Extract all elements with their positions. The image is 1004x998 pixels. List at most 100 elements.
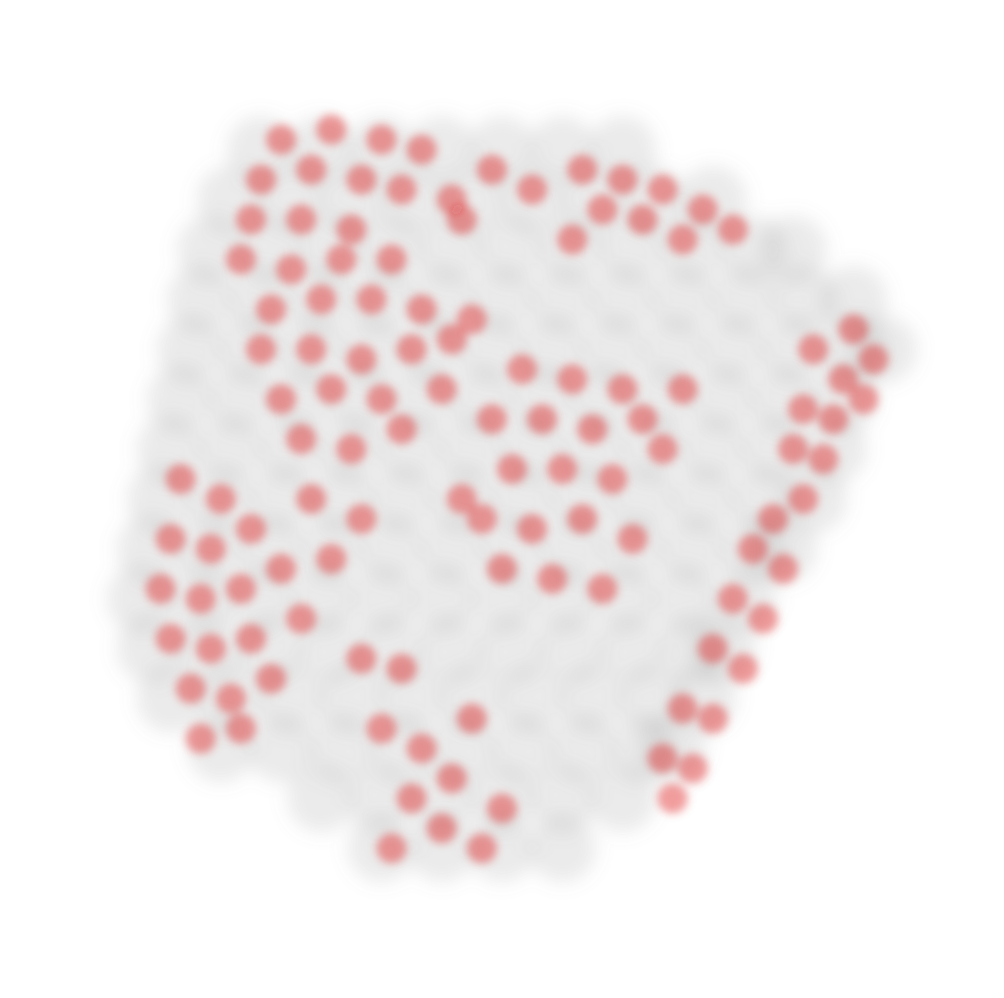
point [628,404,658,434]
point [698,704,728,734]
point [387,654,417,684]
point [658,783,688,813]
point [567,504,597,534]
point [668,694,698,724]
point [286,604,316,634]
point [457,304,487,334]
point [648,175,678,205]
point [367,384,397,414]
point [236,514,266,544]
point [296,484,326,514]
point [427,813,457,843]
point [336,434,366,464]
point [838,314,868,344]
point [397,334,427,364]
point [698,634,728,664]
point [356,284,386,314]
point [316,374,346,404]
point [818,404,848,434]
point [748,604,778,634]
point [186,584,216,614]
point [457,704,487,734]
point [377,244,407,274]
point [226,244,256,274]
point [226,574,256,604]
point [668,225,698,255]
series-0 [107,116,918,883]
point [256,294,286,324]
point [236,624,266,654]
point [467,833,497,863]
point [447,484,477,514]
point [487,793,517,823]
series-1 [146,115,889,864]
point [618,524,648,554]
point [567,155,597,185]
point [407,294,437,324]
point [296,155,326,185]
point [316,115,346,145]
point [718,584,748,614]
point [348,814,416,882]
point [387,414,417,444]
point [798,334,828,364]
point [577,414,607,444]
point [848,384,878,414]
point [477,404,507,434]
point [678,753,708,783]
point [346,344,376,374]
point [287,764,355,832]
point [607,165,637,195]
point [668,374,698,404]
point [408,814,476,882]
point [718,215,748,245]
point [758,504,788,534]
point [346,644,376,674]
point [216,684,246,714]
point [468,764,536,832]
point [377,833,407,863]
point [407,135,437,165]
point [527,404,557,434]
point [537,564,567,594]
point [648,434,678,464]
chart-container [0,0,1004,998]
point [437,763,467,793]
point [688,195,718,225]
point [196,534,226,564]
chart-svg [0,0,1004,998]
point [246,165,276,195]
point [597,464,627,494]
point [808,444,838,474]
point [196,634,226,664]
point [387,175,417,205]
point [407,734,437,764]
point [557,225,587,255]
point [286,205,316,235]
point [447,205,477,235]
point [587,195,617,225]
point [266,384,296,414]
point [788,484,818,514]
point [266,554,296,584]
point [236,205,266,235]
point [266,125,296,155]
point [607,374,637,404]
point [316,544,346,574]
plot-area [107,115,918,883]
point [176,674,206,704]
point [367,125,397,155]
point [738,534,768,564]
point [517,514,547,544]
point [427,374,457,404]
point [166,464,196,494]
point [477,155,507,185]
point [286,424,316,454]
point [528,814,596,882]
point [557,364,587,394]
point [788,394,818,424]
point [206,484,236,514]
point [156,624,186,654]
point [346,504,376,534]
point [246,334,276,364]
